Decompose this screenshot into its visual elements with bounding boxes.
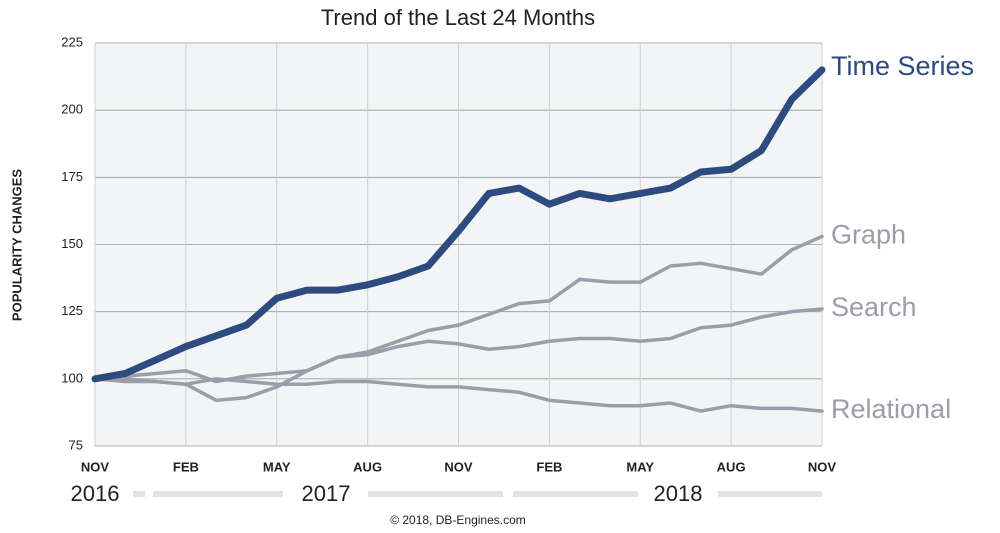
line (93, 307, 824, 384)
year-label: 2017 (302, 481, 351, 506)
line (93, 377, 824, 413)
x-tick-label: NOV (444, 459, 473, 474)
chart-title: Trend of the Last 24 Months (321, 5, 595, 30)
y-tick-label: 75 (69, 437, 83, 452)
x-tick-label: AUG (353, 459, 382, 474)
x-tick-label: MAY (263, 459, 291, 474)
x-tick-label: MAY (626, 459, 654, 474)
y-tick-label: 225 (61, 34, 83, 49)
legend-label: Relational (831, 394, 951, 424)
x-tick-label: FEB (536, 459, 562, 474)
x-tick-label: NOV (808, 459, 837, 474)
y-tick-label: 175 (61, 169, 83, 184)
y-tick-label: 200 (61, 102, 83, 117)
x-tick-label: NOV (81, 459, 110, 474)
y-tick-label: 125 (61, 303, 83, 318)
line (91, 66, 826, 383)
legend-label: Time Series (831, 51, 974, 81)
year-label: 2016 (71, 481, 120, 506)
source: © 2018, DB-Engines.com (390, 513, 526, 527)
line (93, 234, 824, 403)
x-tick-label: AUG (717, 459, 746, 474)
year-bar (133, 491, 822, 497)
legend-label: Search (831, 292, 917, 322)
legend-label: Graph (831, 220, 906, 250)
x-tick-label: FEB (173, 459, 199, 474)
year-label: 2018 (654, 481, 703, 506)
y-axis-label: POPULARITY CHANGES (9, 169, 24, 321)
y-tick-label: 150 (61, 236, 83, 251)
y-tick-label: 100 (61, 370, 83, 385)
